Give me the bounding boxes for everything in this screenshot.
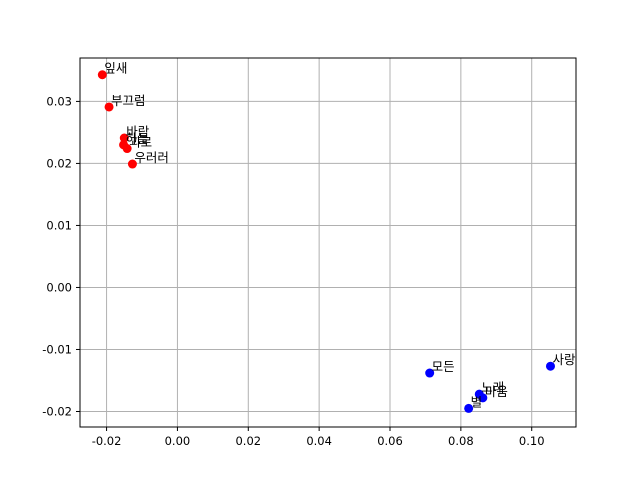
point-label: 별 xyxy=(471,394,483,409)
data-point xyxy=(122,144,132,154)
y-tick-label: 0.02 xyxy=(46,156,72,170)
x-tick-label: 0.10 xyxy=(519,434,545,448)
x-tick-label: 0.02 xyxy=(235,434,261,448)
y-tick-label: -0.02 xyxy=(42,404,72,418)
axis-ticks: -0.02 0.00 0.02 0.04 0.06 0.08 0.10 -0.02 -0.01 0… xyxy=(42,94,544,448)
data-point xyxy=(119,133,129,143)
point-label: 우러러 xyxy=(134,150,169,165)
point-label: 노래 xyxy=(481,380,504,395)
data-point xyxy=(545,361,555,371)
point-label: 괴로 xyxy=(129,135,152,150)
point-label: 부끄럼 xyxy=(111,93,146,108)
data-point xyxy=(425,368,435,378)
x-tick-label: 0.06 xyxy=(377,434,403,448)
point-label: 마음 xyxy=(485,384,508,399)
data-point xyxy=(478,393,488,403)
grid-lines xyxy=(80,58,576,427)
data-point xyxy=(464,403,474,413)
point-label: 모든 xyxy=(432,359,455,374)
y-tick-label: -0.01 xyxy=(42,342,72,356)
point-label: 사랑 xyxy=(552,352,576,367)
data-point xyxy=(97,70,107,80)
x-tick-label: -0.02 xyxy=(92,434,122,448)
point-label: 잎새 xyxy=(104,61,127,76)
x-tick-label: 0.08 xyxy=(448,434,474,448)
point-label: 바람 xyxy=(126,124,150,139)
data-points xyxy=(97,70,555,413)
data-point xyxy=(127,159,137,169)
plot-frame xyxy=(79,57,577,428)
data-point xyxy=(104,102,114,112)
point-label: 하늘 xyxy=(126,131,149,146)
y-tick-label: 0.03 xyxy=(46,94,72,108)
y-tick-label: 0.00 xyxy=(46,280,72,294)
y-tick-label: 0.01 xyxy=(46,218,72,232)
x-tick-label: 0.04 xyxy=(306,434,332,448)
x-tick-label: 0.00 xyxy=(165,434,191,448)
